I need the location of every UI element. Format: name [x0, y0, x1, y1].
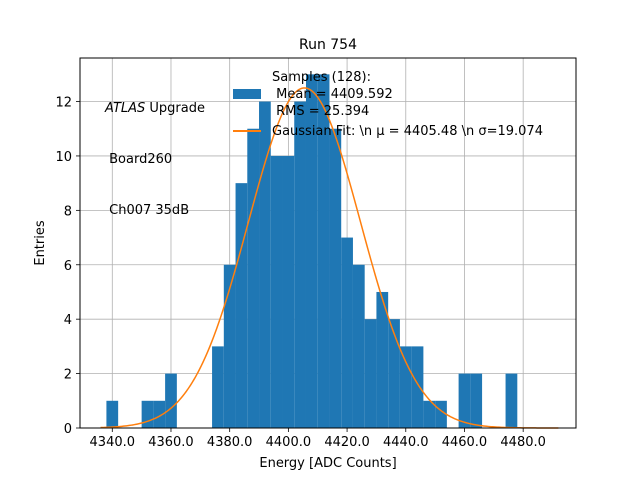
histogram-bar: [223, 264, 236, 428]
histogram-bar: [411, 346, 424, 428]
atlas-annotation: ATLAS Upgrade Board260 Ch007 35dB: [105, 66, 205, 236]
histogram-bar: [364, 319, 377, 428]
histogram-bar: [470, 373, 483, 428]
x-tick-label: 4400.0: [266, 435, 312, 450]
histogram-bar: [505, 373, 518, 428]
histogram-bar: [247, 128, 260, 428]
y-tick-label: 8: [64, 204, 72, 219]
annotation-line-2: Board260: [105, 151, 205, 168]
y-tick-label: 4: [64, 313, 72, 328]
plot-frame: [79, 57, 577, 429]
histogram-bar: [282, 155, 295, 429]
annotation-text-3: Ch007 35dB: [105, 203, 190, 218]
histogram-bar: [423, 400, 436, 428]
histogram-bar: [388, 319, 400, 428]
x-tick-label: 4460.0: [442, 435, 488, 450]
histogram-bar: [329, 128, 342, 428]
y-tick-label: 10: [55, 150, 72, 165]
histogram-bar: [212, 346, 224, 428]
histogram-bar: [153, 400, 166, 428]
histogram-bar: [435, 400, 447, 428]
histogram-bar: [294, 101, 306, 428]
x-tick-label: 4360.0: [148, 435, 194, 450]
axis-ticks: 4340.0 4360.0 4380.0 4400.0 4420.0 4440.0 4460…: [55, 96, 545, 450]
histogram-bar: [376, 291, 389, 428]
y-axis-label: Entries: [33, 220, 48, 266]
legend-handles: [233, 89, 261, 132]
annotation-text-1: Upgrade: [145, 101, 205, 116]
annotation-text-2: Board260: [105, 152, 173, 167]
x-tick-label: 4340.0: [90, 435, 136, 450]
y-tick-label: 0: [64, 422, 72, 437]
histogram-bar: [352, 264, 365, 428]
y-tick-label: 2: [64, 368, 72, 383]
histogram-bar: [165, 373, 177, 428]
annotation-line-3: Ch007 35dB: [105, 202, 205, 219]
histogram-bar: [259, 101, 271, 428]
x-tick-label: 4480.0: [500, 435, 546, 450]
x-tick-label: 4440.0: [383, 435, 429, 450]
legend-histogram-swatch: [233, 89, 261, 99]
histogram-bar: [141, 400, 154, 428]
histogram-bar: [341, 237, 353, 428]
annotation-italic-1: ATLAS: [105, 101, 146, 116]
legend-fit-label: Gaussian Fit: \n μ = 4405.48 \n σ=19.074: [272, 124, 543, 139]
histogram-bar: [235, 183, 248, 428]
gaussian-fit-curve: [100, 87, 559, 429]
histogram-bar: [106, 400, 119, 428]
histogram-bars: [106, 74, 518, 429]
histogram-bar: [317, 74, 330, 428]
annotation-line-1: ATLAS Upgrade: [105, 100, 205, 117]
histogram-bar: [399, 346, 412, 428]
legend-histogram-label: Samples (128): Mean = 4409.592 RMS = 25.…: [272, 70, 393, 119]
y-tick-label: 12: [55, 96, 72, 111]
histogram-bar: [305, 74, 318, 428]
x-tick-label: 4420.0: [324, 435, 370, 450]
x-axis-label: Energy [ADC Counts]: [259, 456, 396, 471]
histogram-bar: [458, 373, 471, 428]
y-tick-label: 6: [64, 259, 72, 274]
chart-title: Run 754: [299, 37, 357, 53]
histogram-bar: [270, 155, 283, 429]
x-tick-label: 4380.0: [207, 435, 253, 450]
